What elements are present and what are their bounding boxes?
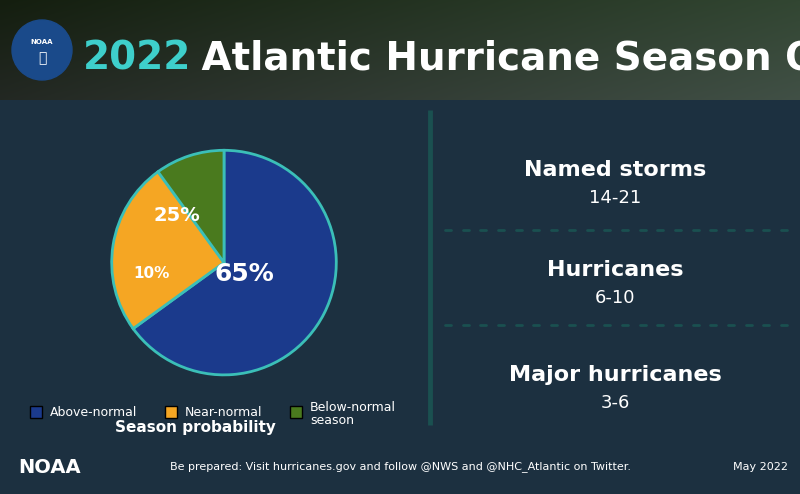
Text: Atlantic Hurricane Season Outlook: Atlantic Hurricane Season Outlook: [188, 39, 800, 77]
Text: NOAA: NOAA: [18, 457, 81, 477]
Text: Below-normal: Below-normal: [310, 401, 396, 413]
Text: Above-normal: Above-normal: [50, 406, 138, 418]
Wedge shape: [158, 150, 224, 263]
Text: 3-6: 3-6: [600, 394, 630, 412]
Wedge shape: [133, 150, 336, 375]
Text: 25%: 25%: [154, 206, 200, 225]
Text: May 2022: May 2022: [733, 462, 788, 472]
Text: Named storms: Named storms: [524, 160, 706, 180]
Text: Season probability: Season probability: [114, 420, 275, 435]
Text: season: season: [310, 413, 354, 426]
Text: 🕊: 🕊: [38, 51, 46, 65]
Circle shape: [12, 20, 72, 80]
Wedge shape: [112, 172, 224, 329]
Text: NOAA: NOAA: [30, 39, 54, 45]
FancyBboxPatch shape: [30, 406, 42, 418]
Text: 2022: 2022: [83, 39, 191, 77]
Text: 65%: 65%: [214, 262, 274, 286]
Text: Near-normal: Near-normal: [185, 406, 262, 418]
FancyBboxPatch shape: [165, 406, 177, 418]
Text: Hurricanes: Hurricanes: [546, 260, 683, 280]
Text: 14-21: 14-21: [589, 189, 641, 207]
Text: 10%: 10%: [133, 266, 170, 281]
FancyBboxPatch shape: [290, 406, 302, 418]
Text: 6-10: 6-10: [594, 289, 635, 307]
Text: Be prepared: Visit hurricanes.gov and follow @NWS and @NHC_Atlantic on Twitter.: Be prepared: Visit hurricanes.gov and fo…: [170, 461, 630, 472]
Text: Major hurricanes: Major hurricanes: [509, 365, 722, 385]
